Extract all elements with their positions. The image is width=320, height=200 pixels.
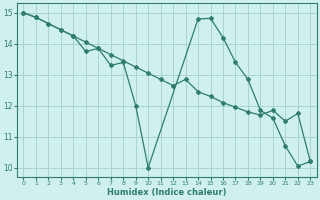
X-axis label: Humidex (Indice chaleur): Humidex (Indice chaleur) [107,188,227,197]
